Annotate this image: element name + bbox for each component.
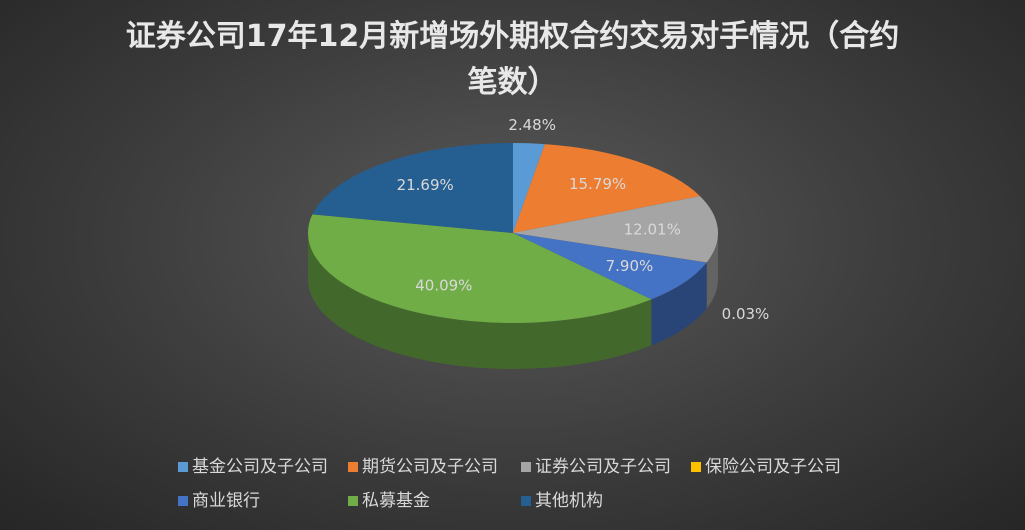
pie-slice xyxy=(513,196,718,263)
pie-side xyxy=(308,233,652,369)
data-label: 0.03% xyxy=(722,305,770,323)
legend-label: 基金公司及子公司 xyxy=(192,457,328,477)
pie-slice xyxy=(308,214,652,324)
pie-side xyxy=(706,233,718,309)
pie-side xyxy=(651,262,707,346)
pie-slice xyxy=(312,143,513,233)
data-label: 40.09% xyxy=(415,277,472,295)
data-label: 21.69% xyxy=(397,176,454,194)
legend-swatch xyxy=(691,462,701,472)
data-label: 15.79% xyxy=(569,175,626,193)
legend-label: 保险公司及子公司 xyxy=(705,457,841,477)
pie-slice xyxy=(513,143,545,233)
legend-label: 期货公司及子公司 xyxy=(362,457,498,477)
pie-slice xyxy=(513,144,700,233)
legend-swatch xyxy=(521,462,531,472)
legend-label: 证券公司及子公司 xyxy=(535,457,671,477)
chart-title: 证券公司17年12月新增场外期权合约交易对手情况（合约笔数） xyxy=(125,19,900,100)
legend-swatch xyxy=(178,462,188,472)
pie-slice xyxy=(513,233,707,263)
legend-swatch xyxy=(521,496,531,506)
data-label: 2.48% xyxy=(508,116,556,134)
legend-label: 私募基金 xyxy=(362,491,430,511)
data-label: 12.01% xyxy=(624,221,681,239)
legend-swatch xyxy=(178,496,188,506)
legend-swatch xyxy=(348,462,358,472)
data-label: 7.90% xyxy=(606,257,654,275)
pie-slice xyxy=(513,233,707,300)
legend-label: 商业银行 xyxy=(192,491,260,511)
legend-label: 其他机构 xyxy=(535,491,603,511)
legend-swatch xyxy=(348,496,358,506)
